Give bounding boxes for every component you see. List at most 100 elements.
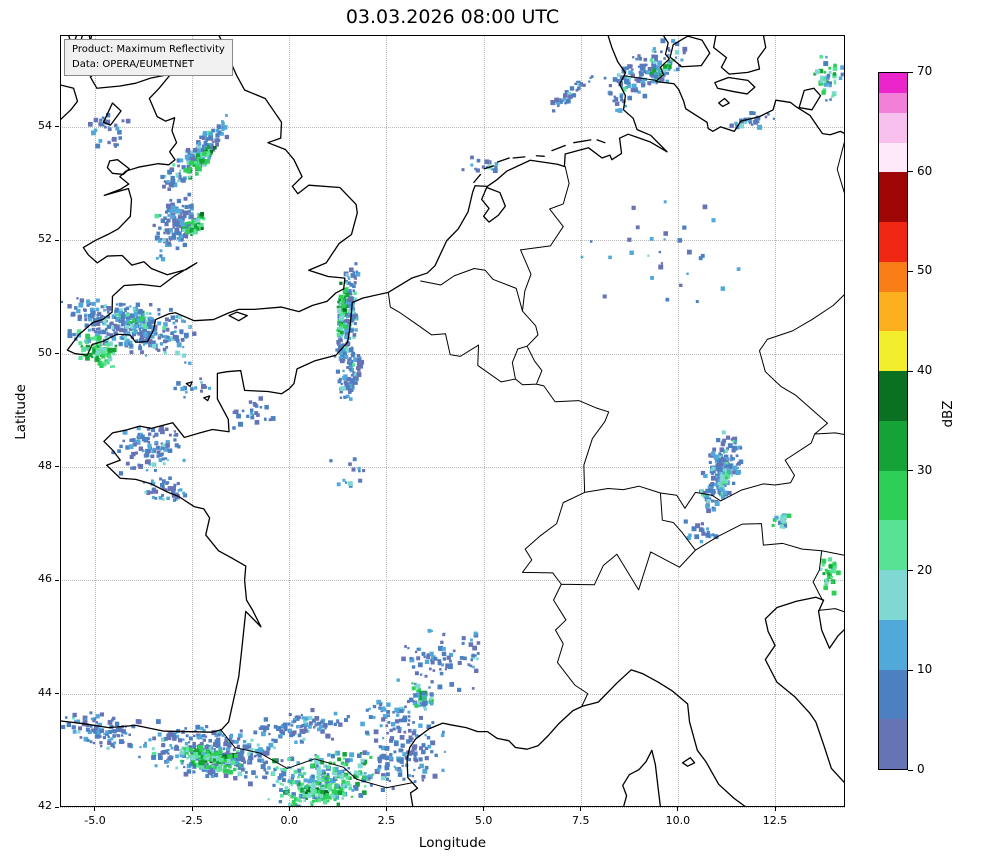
radar-echo-cell: [175, 315, 179, 319]
radar-echo-cell: [640, 78, 645, 84]
radar-echo-cell: [287, 793, 291, 796]
radar-echo-cell: [189, 160, 195, 166]
radar-echo-cell: [97, 327, 101, 330]
radar-echo-cell: [730, 454, 733, 457]
radar-echo-cell: [836, 570, 841, 576]
radar-echo-cell: [424, 659, 430, 665]
radar-echo-cell: [162, 184, 166, 189]
radar-echo-cell: [627, 237, 632, 242]
radar-echo-cell: [170, 205, 176, 211]
colorbar-tick-mark: [908, 71, 913, 73]
radar-echo-cell: [137, 332, 142, 336]
radar-echo-cell: [215, 142, 219, 147]
radar-echo-cell: [634, 78, 638, 82]
radar-echo-cell: [641, 66, 646, 71]
radar-echo-cell: [695, 523, 701, 529]
radar-echo-cell: [280, 759, 284, 763]
radar-echo-cell: [167, 448, 173, 453]
radar-echo-cell: [131, 438, 136, 443]
radar-echo-cell: [385, 777, 390, 781]
radar-echo-cell: [412, 729, 417, 733]
radar-echo-cell: [711, 466, 716, 471]
radar-echo-cell: [276, 726, 282, 732]
radar-echo-cell: [248, 755, 253, 760]
radar-echo-cell: [264, 760, 268, 764]
radar-echo-cell: [297, 768, 302, 773]
radar-echo-cell: [145, 448, 150, 454]
radar-echo-cell: [176, 492, 179, 495]
radar-echo-cell: [123, 307, 127, 311]
radar-echo-cell: [188, 226, 192, 230]
radar-echo-cell: [168, 236, 173, 240]
radar-echo-cell: [190, 221, 193, 225]
radar-echo-cell: [144, 341, 148, 345]
radar-echo-cell: [641, 69, 645, 74]
radar-echo-cell: [114, 307, 119, 312]
radar-echo-cell: [351, 316, 355, 321]
radar-echo-cell: [175, 319, 179, 323]
radar-echo-cell: [442, 633, 446, 637]
radar-echo-cell: [831, 568, 836, 574]
radar-echo-cell: [138, 346, 143, 351]
radar-echo-cell: [423, 707, 427, 711]
radar-echo-cell: [617, 108, 623, 113]
radar-echo-cell: [429, 651, 434, 656]
radar-echo-cell: [729, 463, 733, 467]
radar-echo-cell: [411, 730, 417, 736]
radar-echo-cell: [724, 476, 728, 480]
radar-echo-cell: [147, 443, 152, 448]
radar-echo-cell: [154, 440, 158, 444]
radar-echo-cell: [95, 327, 99, 331]
radar-echo-cell: [608, 255, 612, 260]
radar-echo-cell: [682, 46, 688, 52]
radar-echo-cell: [657, 69, 663, 75]
radar-echo-cell: [174, 745, 180, 751]
radar-echo-cell: [402, 715, 408, 721]
radar-echo-cell: [138, 755, 141, 759]
radar-echo-cell: [355, 270, 358, 273]
radar-echo-cell: [342, 319, 347, 324]
radar-echo-cell: [441, 768, 445, 772]
radar-echo-cell: [666, 64, 672, 70]
radar-echo-cell: [145, 312, 149, 316]
radar-echo-cell: [612, 99, 616, 103]
radar-echo-cell: [174, 231, 179, 236]
radar-echo-cell: [713, 491, 717, 494]
radar-echo-cell: [562, 93, 568, 98]
radar-echo-cell: [316, 765, 321, 771]
radar-echo-cell: [647, 254, 650, 257]
radar-echo-cell: [191, 232, 195, 236]
radar-echo-cell: [660, 77, 665, 82]
radar-echo-cell: [638, 56, 642, 61]
gridline-vertical: [192, 35, 194, 807]
radar-echo-cell: [335, 369, 340, 374]
radar-echo-cell: [101, 354, 106, 359]
radar-echo-cell: [429, 697, 432, 701]
radar-echo-cell: [735, 454, 739, 458]
radar-echo-cell: [106, 315, 111, 319]
radar-echo-cell: [137, 311, 140, 315]
radar-echo-cell: [241, 409, 245, 413]
radar-echo-cell: [169, 182, 174, 187]
radar-echo-cell: [336, 802, 340, 806]
radar-echo-cell: [145, 469, 149, 472]
radar-echo-cell: [564, 90, 569, 95]
radar-echo-cell: [202, 217, 206, 221]
map-plot: Product: Maximum Reflectivity Data: OPER…: [60, 35, 845, 808]
radar-echo-cell: [85, 355, 90, 361]
radar-echo-cell: [670, 59, 674, 62]
radar-echo-cell: [349, 328, 354, 333]
radar-echo-cell: [369, 783, 373, 787]
radar-echo-cell: [169, 229, 173, 232]
radar-echo-cell: [379, 724, 383, 728]
radar-echo-cell: [304, 791, 308, 795]
radar-echo-cell: [297, 775, 300, 779]
radar-echo-cell: [457, 687, 462, 692]
radar-echo-cell: [169, 208, 174, 214]
radar-echo-cell: [266, 746, 271, 751]
radar-echo-cell: [180, 238, 184, 242]
radar-echo-cell: [339, 334, 343, 338]
radar-echo-cell: [291, 792, 296, 797]
radar-echo-cell: [144, 354, 148, 357]
radar-echo-cell: [154, 432, 159, 437]
